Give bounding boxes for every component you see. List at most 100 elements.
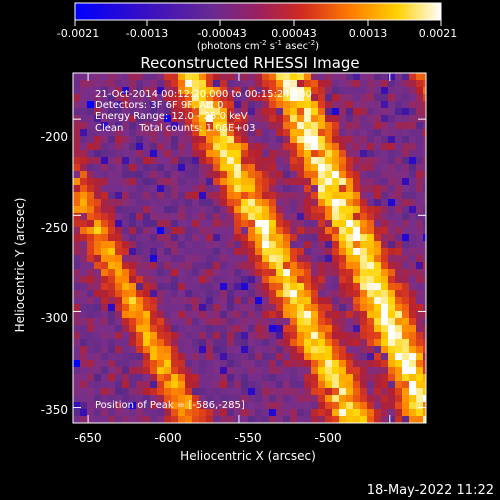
heatmap-cell [353,290,360,297]
heatmap-cell [234,115,241,122]
heatmap-cell [80,409,87,416]
heatmap-cell [248,213,255,220]
heatmap-cell [290,234,297,241]
heatmap-cell [339,122,346,129]
heatmap-cell [360,353,367,360]
heatmap-cell [108,283,115,290]
heatmap-cell [353,122,360,129]
heatmap-cell [304,80,311,87]
heatmap-cell [269,353,276,360]
heatmap-cell [395,206,402,213]
heatmap-cell [122,367,129,374]
heatmap-cell [367,108,374,115]
heatmap-cell [367,248,374,255]
heatmap-cell [269,332,276,339]
heatmap-cell [171,227,178,234]
heatmap-cell [297,178,304,185]
heatmap-cell [73,290,80,297]
heatmap-cell [262,227,269,234]
heatmap-cell [388,143,395,150]
heatmap-cell [164,367,171,374]
heatmap-cell [423,227,426,234]
heatmap-cell [416,346,423,353]
heatmap-cell [150,353,157,360]
heatmap-cell [318,94,325,101]
heatmap-cell [395,220,402,227]
heatmap-cell [136,339,143,346]
heatmap-cell [297,192,304,199]
heatmap-cell [360,150,367,157]
heatmap-cell [241,339,248,346]
heatmap-cell [311,374,318,381]
heatmap-cell [220,143,227,150]
heatmap-cell [157,241,164,248]
heatmap-cell [297,241,304,248]
heatmap-cell [143,339,150,346]
heatmap-cell [409,136,416,143]
heatmap-cell [311,332,318,339]
heatmap-cell [325,395,332,402]
heatmap-cell [423,367,426,374]
heatmap-cell [339,269,346,276]
heatmap-cell [213,346,220,353]
heatmap-cell [136,248,143,255]
heatmap-cell [332,388,339,395]
heatmap-cell [94,318,101,325]
heatmap-cell [325,185,332,192]
heatmap-cell [262,80,269,87]
heatmap-cell [255,185,262,192]
heatmap-cell [164,122,171,129]
heatmap-cell [311,73,318,80]
heatmap-cell [402,101,409,108]
heatmap-cell [353,171,360,178]
heatmap-cell [318,185,325,192]
heatmap-cell [206,381,213,388]
heatmap-cell [143,129,150,136]
heatmap-cell [157,255,164,262]
heatmap-cell [290,143,297,150]
heatmap-cell [129,164,136,171]
heatmap-cell [199,325,206,332]
heatmap-cell [185,164,192,171]
heatmap-cell [143,185,150,192]
heatmap-cell [227,367,234,374]
heatmap-cell [185,318,192,325]
heatmap-cell [395,73,402,80]
heatmap-cell [402,108,409,115]
heatmap-cell [367,80,374,87]
heatmap-cell [339,402,346,409]
heatmap-cell [381,150,388,157]
heatmap-cell [353,339,360,346]
heatmap-cell [220,122,227,129]
heatmap-cell [94,87,101,94]
heatmap-cell [248,115,255,122]
heatmap-cell [346,318,353,325]
heatmap-cell [122,157,129,164]
heatmap-cell [402,129,409,136]
heatmap-cell [136,269,143,276]
heatmap-cell [206,199,213,206]
heatmap-cell [178,276,185,283]
heatmap-cell [318,241,325,248]
heatmap-cell [192,122,199,129]
heatmap-cell [185,360,192,367]
heatmap-cell [367,115,374,122]
heatmap-cell [395,150,402,157]
heatmap-cell [108,122,115,129]
heatmap-cell [115,367,122,374]
heatmap-cell [402,367,409,374]
heatmap-cell [276,101,283,108]
heatmap-cell [248,409,255,416]
heatmap-cell [73,129,80,136]
heatmap-cell [164,262,171,269]
heatmap-cell [178,248,185,255]
heatmap-cell [143,94,150,101]
heatmap-cell [332,199,339,206]
heatmap-cell [108,150,115,157]
heatmap-cell [332,262,339,269]
heatmap-cell [150,283,157,290]
heatmap-cell [325,157,332,164]
heatmap-cell [122,150,129,157]
heatmap-cell [346,122,353,129]
heatmap-cell [353,157,360,164]
